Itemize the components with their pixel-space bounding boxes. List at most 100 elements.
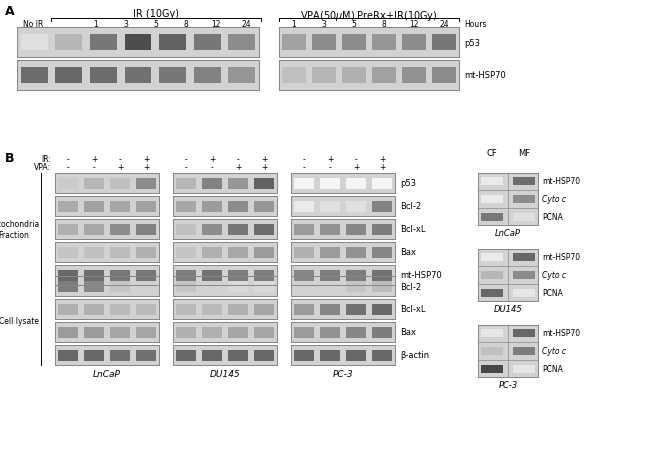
Text: No IR: No IR: [23, 20, 43, 29]
Bar: [84, 327, 104, 338]
Bar: [136, 350, 156, 361]
Text: Mitochondria
Fraction: Mitochondria Fraction: [0, 220, 39, 239]
Bar: [176, 201, 196, 212]
Bar: [58, 178, 78, 189]
Bar: [343, 68, 366, 84]
Bar: [202, 327, 222, 338]
Bar: [55, 174, 159, 193]
Bar: [228, 224, 248, 235]
Bar: [110, 224, 130, 235]
Bar: [202, 224, 222, 235]
Bar: [110, 304, 130, 315]
Bar: [58, 201, 78, 212]
Text: +: +: [117, 163, 124, 172]
Bar: [294, 327, 314, 338]
Text: 3: 3: [124, 20, 129, 29]
Bar: [110, 270, 130, 281]
Text: Hours: Hours: [464, 20, 486, 29]
Bar: [320, 350, 340, 361]
Text: -: -: [211, 163, 213, 172]
Bar: [481, 177, 503, 186]
Bar: [282, 68, 306, 84]
Bar: [110, 178, 130, 189]
Bar: [312, 35, 335, 51]
Bar: [282, 35, 306, 51]
Bar: [125, 68, 151, 84]
Bar: [320, 224, 340, 235]
Bar: [228, 281, 248, 292]
Text: p53: p53: [464, 38, 480, 47]
Bar: [55, 68, 83, 84]
Bar: [320, 270, 340, 281]
Bar: [55, 276, 159, 296]
Bar: [513, 347, 535, 356]
Bar: [58, 270, 78, 281]
Bar: [478, 249, 538, 301]
Bar: [159, 68, 186, 84]
Bar: [372, 247, 392, 258]
Text: mt-HSP70: mt-HSP70: [542, 253, 580, 262]
Bar: [320, 281, 340, 292]
Text: LnCaP: LnCaP: [93, 369, 121, 378]
Bar: [176, 270, 196, 281]
Text: +: +: [261, 155, 267, 164]
Bar: [254, 281, 274, 292]
Bar: [291, 345, 395, 365]
Bar: [55, 265, 159, 285]
Text: 5: 5: [352, 20, 356, 29]
Text: MF: MF: [518, 149, 530, 158]
Text: 3: 3: [322, 20, 326, 29]
Bar: [55, 299, 159, 319]
Text: Bax: Bax: [400, 248, 416, 257]
Text: -: -: [303, 155, 306, 164]
Bar: [228, 201, 248, 212]
Bar: [136, 201, 156, 212]
Bar: [125, 35, 151, 51]
Text: -: -: [185, 163, 187, 172]
Bar: [84, 304, 104, 315]
Bar: [279, 28, 459, 58]
Bar: [372, 270, 392, 281]
Text: +: +: [235, 163, 241, 172]
Bar: [228, 327, 248, 338]
Text: p53: p53: [400, 179, 416, 188]
Bar: [17, 28, 259, 58]
Bar: [481, 329, 503, 338]
Text: Bax: Bax: [400, 328, 416, 337]
Bar: [58, 304, 78, 315]
Bar: [202, 281, 222, 292]
Bar: [279, 61, 459, 91]
Bar: [55, 197, 159, 216]
Bar: [291, 220, 395, 239]
Text: PC-3: PC-3: [499, 380, 517, 389]
Bar: [136, 224, 156, 235]
Text: DU145: DU145: [493, 304, 523, 313]
Bar: [173, 322, 277, 342]
Bar: [294, 350, 314, 361]
Bar: [17, 61, 259, 91]
Bar: [279, 61, 459, 91]
Bar: [176, 281, 196, 292]
Bar: [173, 322, 277, 342]
Bar: [513, 177, 535, 186]
Text: -: -: [237, 155, 239, 164]
Bar: [55, 243, 159, 262]
Text: +: +: [379, 163, 385, 172]
Bar: [291, 322, 395, 342]
Text: Cyto c: Cyto c: [542, 347, 566, 356]
Bar: [513, 213, 535, 222]
Bar: [432, 68, 456, 84]
Bar: [254, 178, 274, 189]
Bar: [294, 178, 314, 189]
Bar: [228, 304, 248, 315]
Bar: [173, 276, 277, 296]
Text: +: +: [327, 155, 333, 164]
Text: -: -: [355, 155, 358, 164]
Bar: [55, 322, 159, 342]
Text: 12: 12: [410, 20, 419, 29]
Bar: [291, 265, 395, 285]
Bar: [346, 224, 366, 235]
Text: IR (10Gy): IR (10Gy): [133, 9, 179, 19]
Bar: [55, 276, 159, 296]
Bar: [254, 270, 274, 281]
